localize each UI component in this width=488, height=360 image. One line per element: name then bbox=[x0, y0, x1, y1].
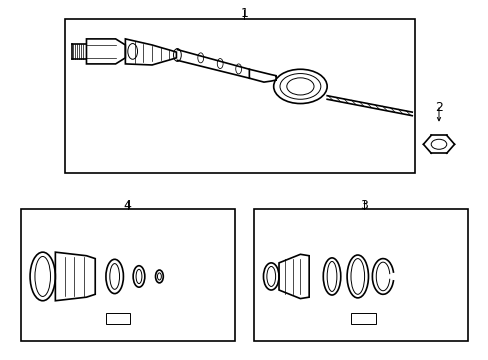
Bar bbox=[106, 312, 130, 324]
Bar bbox=[254, 208, 467, 341]
Text: 1: 1 bbox=[240, 7, 248, 20]
Bar bbox=[351, 312, 375, 324]
Bar bbox=[64, 19, 414, 173]
Text: 4: 4 bbox=[123, 199, 131, 212]
Text: 2: 2 bbox=[434, 102, 442, 114]
Bar bbox=[21, 208, 234, 341]
Text: 3: 3 bbox=[359, 199, 367, 212]
